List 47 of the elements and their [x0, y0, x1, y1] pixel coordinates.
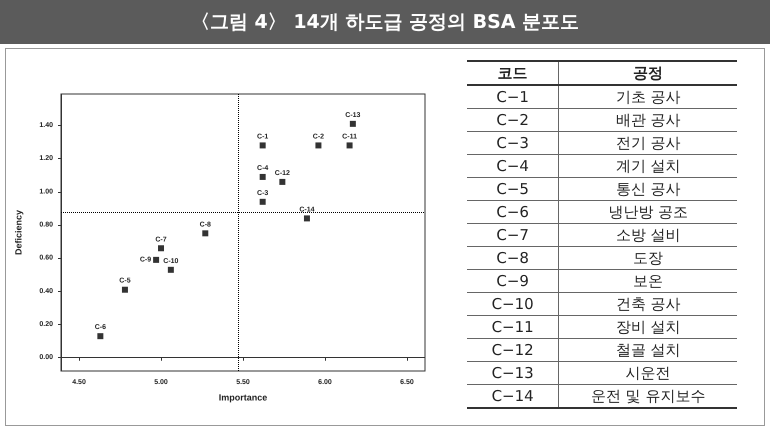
- point: [304, 215, 310, 222]
- text: C−14: [492, 387, 534, 405]
- text: 소방 설비: [616, 226, 681, 244]
- text: 도장: [633, 248, 664, 266]
- point: [153, 256, 160, 263]
- text: 철골 설치: [616, 340, 681, 358]
- text: C−13: [492, 364, 534, 382]
- point: [168, 266, 174, 273]
- point: [202, 230, 208, 236]
- text: 건축 공사: [616, 294, 681, 312]
- text: 냉난방 공조: [608, 202, 688, 220]
- text: 전기 공사: [616, 134, 681, 152]
- chart-title: 〈그림 4〉 14개 하도급 공정의 BSA 분포도: [0, 0, 770, 44]
- point: [315, 142, 322, 148]
- text: 운전 및 유지보수: [590, 386, 706, 404]
- text: C−3: [496, 134, 529, 152]
- point: [158, 245, 164, 252]
- category-label: 공정: [558, 61, 737, 85]
- text: C−1: [496, 88, 529, 106]
- point: [260, 174, 266, 180]
- point: [260, 142, 266, 148]
- text: C−7: [496, 226, 529, 244]
- text: C−6: [496, 203, 529, 221]
- category-label: 코드: [467, 61, 559, 85]
- point: [279, 178, 286, 185]
- point: [260, 198, 266, 205]
- point: [346, 142, 353, 148]
- text: 시운전: [626, 364, 671, 382]
- text: C−11: [492, 318, 534, 336]
- text: C−10: [492, 295, 534, 313]
- text: C−12: [492, 341, 534, 359]
- point: [350, 120, 356, 127]
- text: 통신 공사: [616, 180, 681, 198]
- text: C−5: [496, 180, 529, 198]
- text: C−4: [496, 157, 529, 175]
- text: C−8: [496, 249, 529, 267]
- x-axis-title: Importance: [218, 392, 268, 402]
- text: 기초 공사: [616, 88, 681, 106]
- y-axis-title: Deficiency: [14, 210, 24, 256]
- text: 계기 설치: [616, 156, 681, 174]
- text: 보온: [633, 272, 664, 290]
- point: [97, 333, 104, 340]
- point: [122, 286, 128, 293]
- text: 장비 설치: [616, 318, 681, 336]
- text: C−2: [496, 111, 529, 129]
- text: C−9: [496, 272, 529, 290]
- text: 배관 공사: [616, 110, 681, 128]
